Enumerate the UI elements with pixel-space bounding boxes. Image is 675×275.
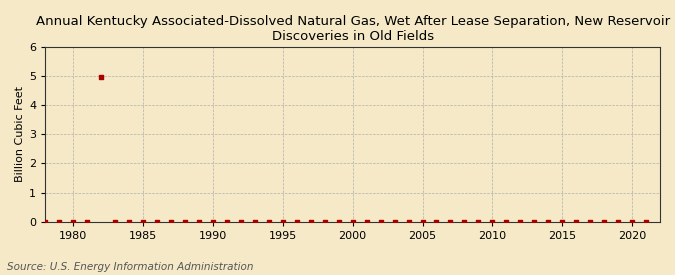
Point xyxy=(152,219,163,224)
Point xyxy=(207,219,218,224)
Point xyxy=(431,219,442,224)
Point xyxy=(292,219,302,224)
Point xyxy=(501,219,512,224)
Point xyxy=(515,219,526,224)
Point xyxy=(599,219,610,224)
Point xyxy=(403,219,414,224)
Point xyxy=(250,219,261,224)
Point xyxy=(96,75,107,79)
Point xyxy=(277,219,288,224)
Point xyxy=(54,219,65,224)
Point xyxy=(571,219,582,224)
Point xyxy=(333,219,344,224)
Point xyxy=(613,219,624,224)
Point xyxy=(626,219,637,224)
Point xyxy=(543,219,554,224)
Point xyxy=(487,219,497,224)
Point xyxy=(221,219,232,224)
Point xyxy=(361,219,372,224)
Point xyxy=(305,219,316,224)
Point xyxy=(459,219,470,224)
Title: Annual Kentucky Associated-Dissolved Natural Gas, Wet After Lease Separation, Ne: Annual Kentucky Associated-Dissolved Nat… xyxy=(36,15,670,43)
Point xyxy=(445,219,456,224)
Point xyxy=(236,219,246,224)
Point xyxy=(138,219,148,224)
Point xyxy=(529,219,540,224)
Point xyxy=(110,219,121,224)
Point xyxy=(82,219,92,224)
Point xyxy=(557,219,568,224)
Point xyxy=(473,219,484,224)
Text: Source: U.S. Energy Information Administration: Source: U.S. Energy Information Administ… xyxy=(7,262,253,272)
Point xyxy=(124,219,134,224)
Point xyxy=(194,219,205,224)
Point xyxy=(68,219,79,224)
Y-axis label: Billion Cubic Feet: Billion Cubic Feet xyxy=(15,86,25,182)
Point xyxy=(641,219,651,224)
Point xyxy=(347,219,358,224)
Point xyxy=(585,219,595,224)
Point xyxy=(40,219,51,224)
Point xyxy=(389,219,400,224)
Point xyxy=(319,219,330,224)
Point xyxy=(375,219,386,224)
Point xyxy=(165,219,176,224)
Point xyxy=(417,219,428,224)
Point xyxy=(263,219,274,224)
Point xyxy=(180,219,190,224)
